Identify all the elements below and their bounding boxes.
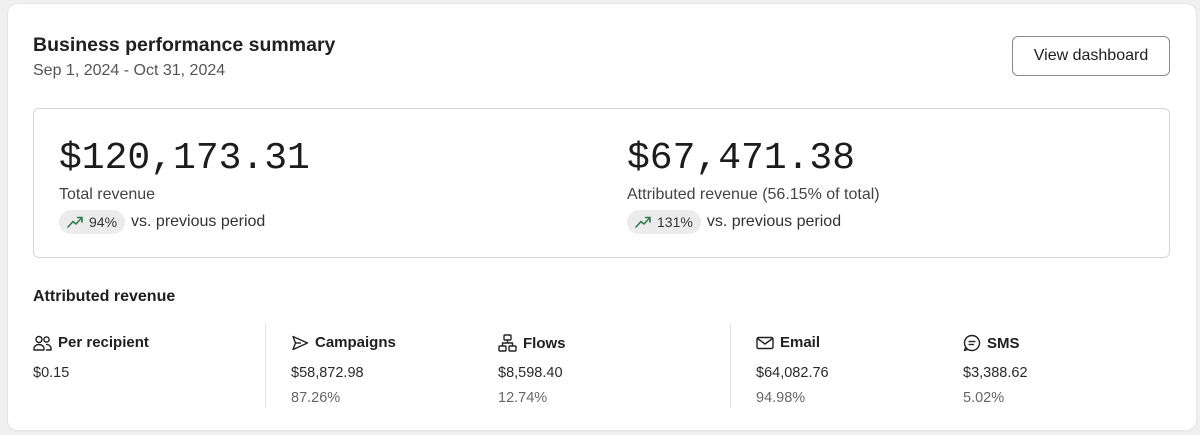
send-icon	[292, 335, 309, 350]
column-percent: 87.26%	[291, 390, 341, 406]
attributed-revenue-label: Attributed revenue (56.15% of total)	[627, 186, 880, 203]
total-revenue-label: Total revenue	[59, 186, 156, 203]
trend-text: vs. previous period	[131, 213, 266, 230]
column-label: Email	[780, 334, 821, 351]
column-value: $64,082.76	[756, 365, 829, 381]
revenue-summary-box: $120,173.31 Total revenue 94% vs. previo…	[33, 108, 1170, 258]
column-value: $3,388.62	[963, 365, 1028, 381]
trend-text: vs. previous period	[706, 213, 842, 230]
trend-badge: 94%	[59, 210, 126, 234]
trend-percent: 94%	[89, 214, 118, 230]
column-percent: 5.02%	[963, 390, 1005, 406]
attributed-revenue-trend: 131% vs. previous period	[627, 210, 841, 234]
sms-column: SMS $3,388.62 5.02%	[963, 334, 1028, 407]
attributed-revenue-value: $67,471.38	[627, 137, 856, 180]
column-label: Per recipient	[58, 334, 149, 351]
column-value: $0.15	[33, 365, 70, 381]
column-divider	[265, 324, 266, 408]
mail-icon	[756, 336, 774, 349]
trend-percent: 131%	[657, 214, 693, 230]
people-icon	[33, 335, 52, 351]
flow-icon	[498, 334, 517, 352]
view-dashboard-button[interactable]: View dashboard	[1012, 36, 1170, 76]
per-recipient-column: Per recipient $0.15	[33, 334, 149, 381]
column-label: Flows	[523, 334, 566, 352]
trending-up-icon	[67, 216, 83, 228]
flows-column: Flows $8,598.40 12.74%	[498, 334, 566, 406]
column-value: $58,872.98	[291, 365, 364, 381]
campaigns-column: Campaigns $58,872.98 87.26%	[291, 334, 396, 406]
total-revenue-value: $120,173.31	[59, 137, 310, 180]
trending-up-icon	[635, 216, 651, 228]
column-label: Campaigns	[315, 334, 396, 351]
page-title: Business performance summary	[33, 34, 336, 56]
chat-icon	[963, 334, 981, 352]
total-revenue-trend: 94% vs. previous period	[59, 210, 265, 234]
email-column: Email $64,082.76 94.98%	[756, 334, 829, 406]
column-label: SMS	[987, 334, 1020, 352]
attributed-revenue-heading: Attributed revenue	[33, 288, 176, 305]
column-percent: 12.74%	[498, 390, 548, 406]
performance-summary-card: Business performance summary Sep 1, 2024…	[8, 4, 1196, 430]
column-value: $8,598.40	[498, 365, 563, 381]
date-range: Sep 1, 2024 - Oct 31, 2024	[33, 62, 226, 79]
trend-badge: 131%	[627, 210, 701, 234]
column-divider	[730, 324, 731, 408]
column-percent: 94.98%	[756, 390, 806, 406]
